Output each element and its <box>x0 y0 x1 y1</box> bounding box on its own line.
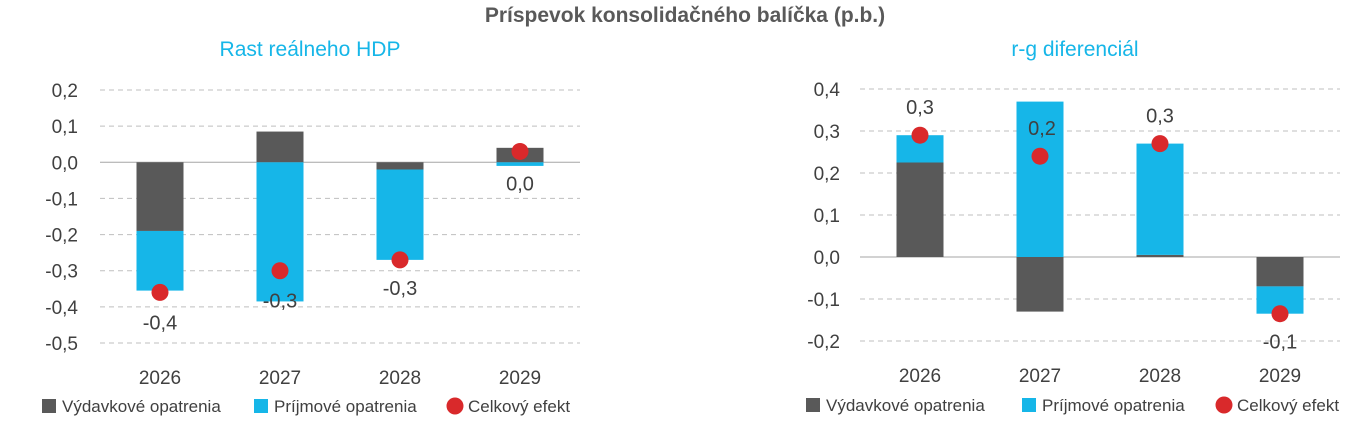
bar-expenditure <box>1136 254 1184 257</box>
data-label: 0,2 <box>1028 118 1056 140</box>
x-tick-label: 2026 <box>899 366 941 387</box>
bar-expenditure <box>256 131 304 163</box>
bar-revenue <box>1136 143 1184 255</box>
x-tick-label: 2028 <box>1139 366 1181 387</box>
y-tick-label: 0,1 <box>814 206 840 227</box>
marker-total-effect <box>391 251 409 269</box>
bar-revenue <box>496 162 544 166</box>
page-title: Príspevok konsolidačného balíčka (p.b.) <box>484 4 886 27</box>
bar-revenue <box>1016 101 1064 257</box>
data-label: -0,4 <box>143 312 177 334</box>
legend-swatch-total-effect <box>1215 396 1233 414</box>
y-tick-label: -0,5 <box>45 334 78 355</box>
x-tick-label: 2029 <box>1259 366 1301 387</box>
legend-label: Celkový efekt <box>1237 396 1339 415</box>
bar-expenditure <box>1256 257 1304 287</box>
legend-swatch-expenditure <box>42 399 56 413</box>
y-tick-label: 0,4 <box>814 80 841 101</box>
bar-revenue <box>376 169 424 260</box>
marker-total-effect <box>1271 305 1289 323</box>
legend-label: Príjmové opatrenia <box>274 397 417 416</box>
marker-total-effect <box>1031 147 1049 165</box>
data-label: 0,0 <box>506 173 534 195</box>
y-tick-label: -0,2 <box>807 332 840 353</box>
bar-expenditure <box>136 162 184 231</box>
y-tick-label: 0,3 <box>814 122 840 143</box>
bar-expenditure <box>1016 257 1064 312</box>
data-label: -0,3 <box>383 278 417 300</box>
x-tick-label: 2027 <box>259 368 301 389</box>
legend-swatch-expenditure <box>806 398 820 412</box>
x-tick-label: 2028 <box>379 368 421 389</box>
legend-swatch-total-effect <box>446 397 464 415</box>
y-tick-label: -0,4 <box>45 298 78 319</box>
data-label: -0,1 <box>1263 332 1297 354</box>
y-tick-label: -0,1 <box>45 189 78 210</box>
marker-total-effect <box>1151 135 1169 153</box>
x-tick-label: 2026 <box>139 368 181 389</box>
marker-total-effect <box>511 142 529 160</box>
y-tick-label: 0,1 <box>52 117 78 138</box>
y-tick-label: -0,3 <box>45 262 78 283</box>
chart-2: r-g diferenciál 0,4 0,3 0,2 0,1 0,0 -0,1 -0,2 20… <box>806 38 1340 415</box>
data-label: 0,3 <box>906 97 934 119</box>
marker-total-effect <box>911 126 929 144</box>
bar-expenditure <box>376 162 424 170</box>
y-tick-label: -0,1 <box>807 290 840 311</box>
chart-subtitle: r-g diferenciál <box>1011 38 1138 61</box>
legend-label: Celkový efekt <box>468 397 570 416</box>
legend-label: Výdavkové opatrenia <box>826 396 985 415</box>
y-tick-label: 0,0 <box>52 153 78 174</box>
bar-revenue <box>136 230 184 291</box>
legend-swatch-revenue <box>254 399 268 413</box>
chart-1: Rast reálneho HDP 0,2 0,1 0,0 -0,1 -0,2 -0,3 -0… <box>42 38 580 416</box>
x-tick-label: 2027 <box>1019 366 1061 387</box>
data-label: 0,3 <box>1146 106 1174 128</box>
y-tick-label: -0,2 <box>45 226 78 247</box>
legend-label: Príjmové opatrenia <box>1042 396 1185 415</box>
legend-label: Výdavkové opatrenia <box>62 397 221 416</box>
y-tick-label: 0,2 <box>814 164 840 185</box>
y-tick-label: 0,0 <box>814 248 840 269</box>
marker-total-effect <box>151 283 169 301</box>
data-label: -0,3 <box>263 291 297 313</box>
marker-total-effect <box>271 262 289 280</box>
y-tick-label: 0,2 <box>52 81 78 102</box>
bar-expenditure <box>896 162 944 257</box>
chart-subtitle: Rast reálneho HDP <box>220 38 401 61</box>
legend-swatch-revenue <box>1022 398 1036 412</box>
bar-revenue <box>256 162 304 302</box>
x-tick-label: 2029 <box>499 368 541 389</box>
